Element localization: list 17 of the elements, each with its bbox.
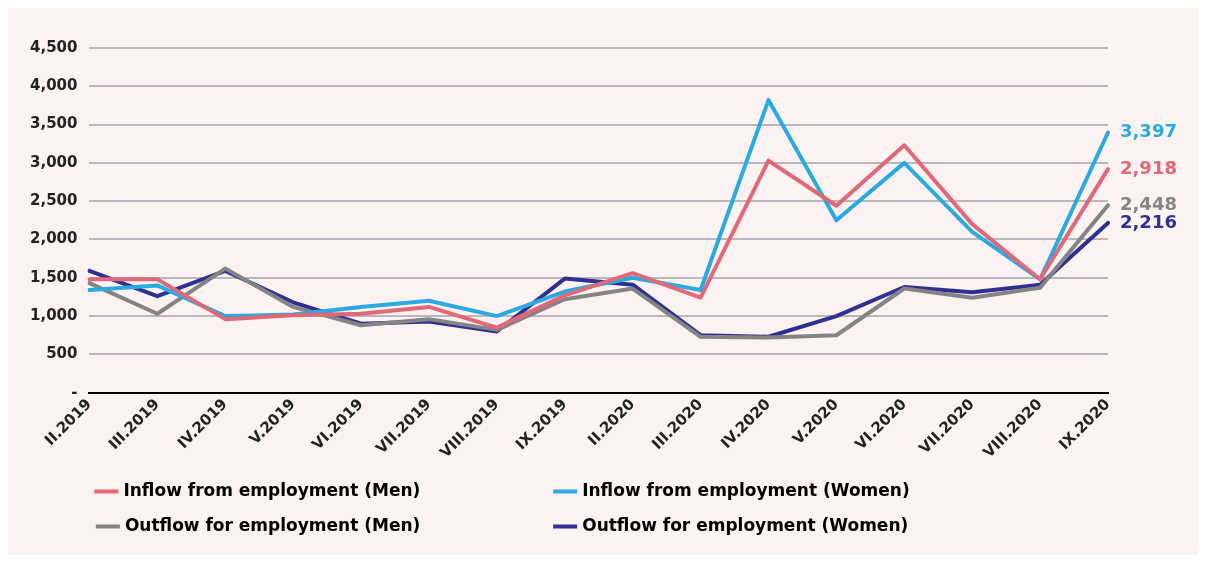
y-tick-label: 1,500 bbox=[29, 267, 78, 286]
legend-label: Outflow for employment (Men) bbox=[124, 514, 539, 535]
y-tick-label: - bbox=[71, 382, 78, 401]
y-tick-label: 2,000 bbox=[29, 229, 78, 248]
data-label: 2,918 bbox=[1120, 156, 1177, 178]
legend-label: Outflow for employment (Women) bbox=[582, 514, 1027, 535]
y-tick-label: 1,000 bbox=[29, 305, 78, 324]
y-tick-label: 4,000 bbox=[29, 76, 78, 95]
y-tick-label: 2,500 bbox=[29, 191, 78, 210]
legend-label: Inflow from employment (Men) bbox=[123, 479, 539, 500]
y-tick-label: 3,000 bbox=[29, 152, 78, 171]
y-tick-label: 3,500 bbox=[29, 114, 78, 133]
data-label: 2,448 bbox=[1120, 192, 1177, 214]
y-tick-label: 4,500 bbox=[29, 37, 78, 56]
legend-label: Inflow from employment (Women) bbox=[582, 479, 1029, 500]
data-label: 3,397 bbox=[1120, 120, 1177, 142]
y-tick-label: 500 bbox=[46, 344, 78, 363]
